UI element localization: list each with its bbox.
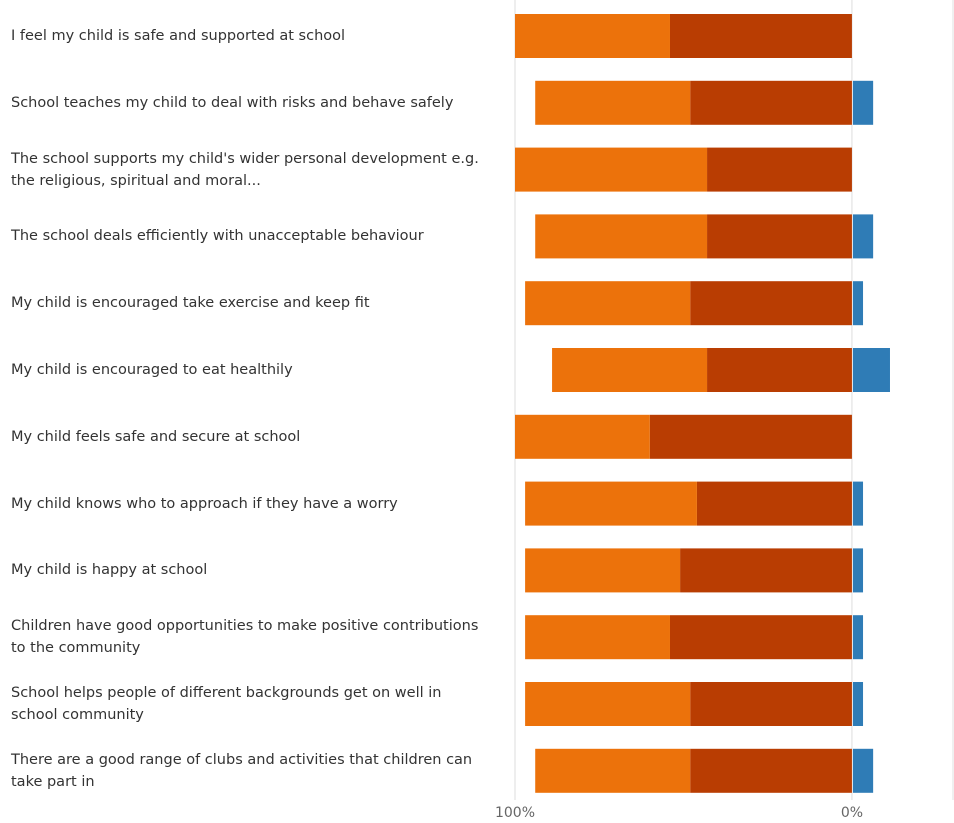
- bar-segment: [852, 682, 864, 726]
- bar-segment: [535, 748, 691, 793]
- bar-segment: [707, 147, 852, 192]
- bar-segment: [680, 548, 852, 593]
- bar-segment: [852, 548, 864, 593]
- bar-segment: [852, 214, 874, 259]
- bar-segment: [535, 214, 708, 259]
- bar-segment: [525, 682, 691, 726]
- bar-segment: [525, 281, 691, 326]
- bar-segment: [525, 615, 670, 660]
- bar-segment: [515, 14, 670, 58]
- bar-segment: [535, 80, 691, 125]
- category-label: The school supports my child's wider per…: [11, 150, 479, 189]
- category-label: Children have good opportunities to make…: [11, 618, 479, 657]
- bar-segment: [649, 414, 852, 459]
- category-label: My child feels safe and secure at school: [11, 428, 301, 445]
- bar-segment: [515, 414, 650, 459]
- bar-segment: [669, 14, 852, 58]
- category-label: School helps people of different backgro…: [11, 685, 442, 723]
- bar-segment: [707, 214, 852, 259]
- bar-segment: [707, 348, 852, 392]
- bar-segment: [852, 348, 890, 392]
- bar-segment: [852, 80, 874, 125]
- bar-segment: [552, 348, 708, 392]
- bar-segment: [690, 682, 852, 726]
- x-tick-label: 100%: [495, 805, 535, 821]
- bar-segment: [852, 281, 864, 326]
- bar-segment: [696, 481, 852, 526]
- category-label: School teaches my child to deal with ris…: [11, 94, 454, 111]
- bar-segment: [852, 615, 864, 660]
- bar-segment: [852, 481, 864, 526]
- x-tick-label: 0%: [841, 805, 863, 821]
- bar-segment: [515, 147, 708, 192]
- bar-segment: [525, 481, 697, 526]
- category-label: There are a good range of clubs and acti…: [11, 751, 473, 790]
- category-label: My child is encouraged take exercise and…: [11, 295, 370, 312]
- bar-segment: [525, 548, 681, 593]
- bar-segment: [690, 281, 852, 326]
- category-label: The school deals efficiently with unacce…: [11, 228, 424, 245]
- category-label: I feel my child is safe and supported at…: [11, 28, 346, 44]
- category-label: My child knows who to approach if they h…: [11, 495, 398, 512]
- category-label: My child is happy at school: [11, 562, 208, 579]
- bar-segment: [669, 615, 852, 660]
- category-label: My child is encouraged to eat healthily: [11, 362, 293, 378]
- bar-segment: [690, 748, 852, 793]
- bar-segment: [690, 80, 852, 125]
- bar-segment: [852, 748, 874, 793]
